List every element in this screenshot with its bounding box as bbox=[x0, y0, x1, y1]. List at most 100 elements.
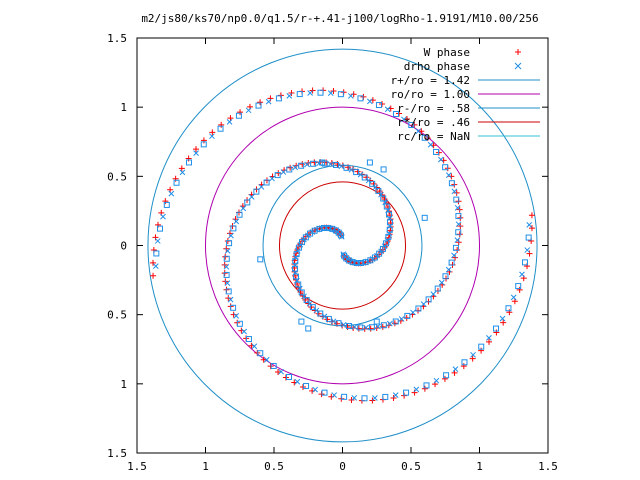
drho-phase-point bbox=[235, 112, 242, 119]
drho-phase-point bbox=[168, 190, 175, 197]
w-phase-point bbox=[500, 319, 507, 326]
drho-phase-point bbox=[240, 205, 247, 212]
drho-phase-point bbox=[200, 141, 207, 148]
drho-phase-point bbox=[280, 169, 287, 175]
drho-phase-point bbox=[286, 166, 293, 173]
drho-phase-point bbox=[257, 256, 264, 263]
w-phase-point bbox=[172, 175, 179, 182]
drho-phase-point bbox=[160, 213, 166, 220]
w-phase-point bbox=[379, 101, 386, 108]
y-tick-label: 1.5 bbox=[107, 32, 127, 45]
drho-phase-point bbox=[332, 161, 339, 168]
reference-circle bbox=[147, 48, 538, 443]
drho-phase-point bbox=[327, 161, 334, 167]
chart-title: m2/js80/ks70/np0.0/q1.5/r-+.41-j100/logR… bbox=[141, 12, 538, 25]
drho-phase-point bbox=[392, 392, 399, 399]
w-phase-point bbox=[226, 230, 233, 237]
drho-phase-point bbox=[438, 156, 444, 163]
drho-phase-point bbox=[361, 395, 368, 402]
w-phase-point bbox=[418, 128, 425, 135]
drho-phase-point bbox=[451, 188, 458, 195]
drho-phase-point bbox=[375, 187, 382, 194]
drho-phase-point bbox=[384, 106, 391, 113]
w-phase-point bbox=[379, 323, 386, 330]
w-phase-point bbox=[469, 355, 476, 362]
drho-phase-point bbox=[361, 174, 368, 181]
drho-phase-point bbox=[253, 188, 260, 195]
drho-phase-point bbox=[153, 250, 160, 257]
drho-phase-point bbox=[156, 225, 163, 232]
w-phase-point bbox=[237, 109, 244, 116]
x-tick-label: 0.5 bbox=[264, 460, 284, 473]
drho-phase-point bbox=[255, 102, 262, 109]
legend-marker bbox=[515, 49, 521, 55]
drho-phase-point bbox=[404, 312, 411, 319]
reference-circle bbox=[262, 164, 423, 327]
w-phase-point bbox=[178, 165, 185, 172]
drho-phase-point bbox=[236, 320, 243, 327]
drho-phase-point bbox=[392, 318, 399, 325]
drho-phase-point bbox=[245, 336, 252, 343]
data-points bbox=[150, 87, 535, 404]
drho-phase-point bbox=[317, 89, 324, 96]
drho-phase-point bbox=[278, 368, 284, 375]
drho-phase-point bbox=[454, 237, 461, 243]
drho-phase-point bbox=[357, 324, 364, 331]
w-phase-point bbox=[452, 254, 459, 261]
drho-phase-point bbox=[233, 218, 240, 225]
drho-phase-point bbox=[425, 296, 432, 303]
drho-phase-point bbox=[317, 310, 324, 317]
drho-phase-point bbox=[448, 180, 455, 187]
drho-phase-point bbox=[346, 323, 353, 330]
drho-phase-point bbox=[341, 393, 348, 400]
drho-phase-point bbox=[327, 90, 334, 96]
w-phase-point bbox=[350, 91, 357, 98]
drho-phase-point bbox=[526, 222, 533, 228]
drho-phase-point bbox=[321, 389, 328, 396]
drho-phase-point bbox=[357, 95, 364, 102]
drho-phase-point bbox=[455, 213, 462, 220]
w-phase-point bbox=[528, 225, 535, 232]
x-tick-label: 1 bbox=[202, 460, 209, 473]
drho-phase-point bbox=[223, 263, 230, 270]
drho-phase-point bbox=[524, 247, 531, 253]
drho-phase-point bbox=[401, 116, 407, 123]
drho-phase-point bbox=[248, 193, 255, 200]
drho-phase-point bbox=[338, 163, 345, 170]
drho-phase-point bbox=[445, 172, 452, 178]
drho-phase-point bbox=[448, 259, 455, 266]
drho-phase-point bbox=[367, 98, 373, 105]
drho-phase-point bbox=[270, 362, 277, 369]
drho-phase-point bbox=[298, 162, 305, 169]
drho-phase-point bbox=[376, 250, 383, 257]
drho-phase-point bbox=[363, 324, 369, 331]
w-phase-point bbox=[282, 374, 289, 381]
reference-circle bbox=[205, 106, 480, 385]
drho-phase-point bbox=[185, 159, 192, 166]
w-phase-point bbox=[328, 393, 335, 400]
drho-phase-point bbox=[455, 229, 462, 236]
drho-phase-point bbox=[223, 271, 230, 278]
drho-phase-point bbox=[307, 90, 313, 96]
w-phase-point bbox=[167, 186, 174, 193]
w-phase-point bbox=[367, 325, 374, 332]
drho-phase-point bbox=[306, 300, 313, 307]
drho-phase-point bbox=[375, 323, 381, 330]
drho-phase-point bbox=[154, 238, 161, 244]
plot-frame bbox=[136, 37, 549, 454]
drho-phase-point bbox=[241, 328, 247, 335]
w-phase-point bbox=[162, 198, 169, 205]
w-phase-point bbox=[457, 214, 464, 221]
x-tick-label: 1 bbox=[476, 460, 483, 473]
w-phase-point bbox=[311, 159, 318, 166]
drho-phase-point bbox=[263, 356, 270, 363]
drho-phase-point bbox=[382, 393, 389, 400]
drho-phase-point bbox=[296, 91, 303, 98]
drho-phase-point bbox=[318, 159, 325, 166]
drho-phase-point bbox=[455, 221, 462, 228]
drho-phase-point bbox=[193, 150, 199, 156]
drho-phase-point bbox=[525, 234, 532, 241]
drho-phase-point bbox=[454, 204, 461, 211]
